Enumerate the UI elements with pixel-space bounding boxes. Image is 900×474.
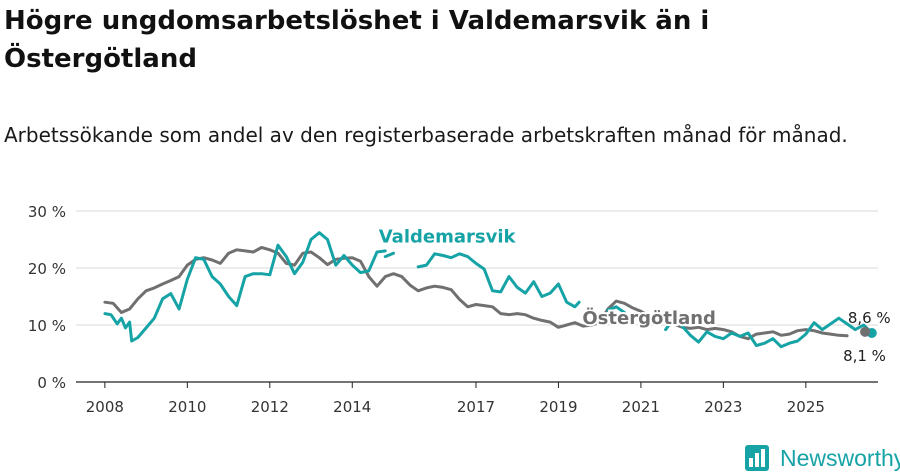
brand-name: Newsworthy <box>780 444 900 471</box>
end-point-ostergotland <box>860 326 871 337</box>
x-axis: 2008 2010 2012 2014 2017 2019 2021 2023 2025 <box>86 382 825 416</box>
newsworthy-icon <box>745 445 769 471</box>
series-line-valdemarsvik-segment-1 <box>416 252 581 309</box>
end-label-valdemarsvik: 8,6 % <box>848 309 891 327</box>
x-tick-label: 2017 <box>457 398 495 416</box>
series-line-valdemarsvik-segment-2 <box>606 305 626 314</box>
series-line-ostergotland <box>103 246 849 341</box>
y-tick-label: 30 % <box>28 203 66 221</box>
y-tick-label: 20 % <box>28 260 66 278</box>
series-labels: 8,6 % 8,1 % Valdemarsvik Östergötland <box>377 224 891 365</box>
chart-subtitle: Arbetssökande som andel av den registerb… <box>4 123 848 147</box>
chart-title: Högre ungdomsarbetslöshet i Valdemarsvik… <box>4 6 710 74</box>
x-tick-label: 2012 <box>251 398 289 416</box>
series-line-valdemarsvik <box>103 231 387 343</box>
y-tick-label: 0 % <box>37 374 66 392</box>
x-tick-label: 2010 <box>168 398 206 416</box>
series-annotation-valdemarsvik: Valdemarsvik <box>379 226 517 247</box>
x-tick-label: 2021 <box>622 398 660 416</box>
x-tick-label: 2008 <box>86 398 124 416</box>
x-tick-label: 2025 <box>787 398 825 416</box>
series-annotation-stergtland: Östergötland <box>582 307 716 329</box>
x-tick-label: 2014 <box>333 398 371 416</box>
newsworthy-logo[interactable]: Newsworthy <box>744 443 900 473</box>
x-tick-label: 2023 <box>704 398 742 416</box>
series-lines <box>103 231 877 349</box>
y-tick-label: 10 % <box>28 317 66 335</box>
grid-lines <box>76 210 878 383</box>
x-tick-label: 2019 <box>539 398 577 416</box>
series-line-valdemarsvik-segment-3 <box>664 316 874 349</box>
end-label-ostergotland: 8,1 % <box>843 347 886 365</box>
series-line-valdemarsvik-segment-0 <box>383 251 395 259</box>
y-axis: 0 % 10 % 20 % 30 % <box>28 203 66 392</box>
